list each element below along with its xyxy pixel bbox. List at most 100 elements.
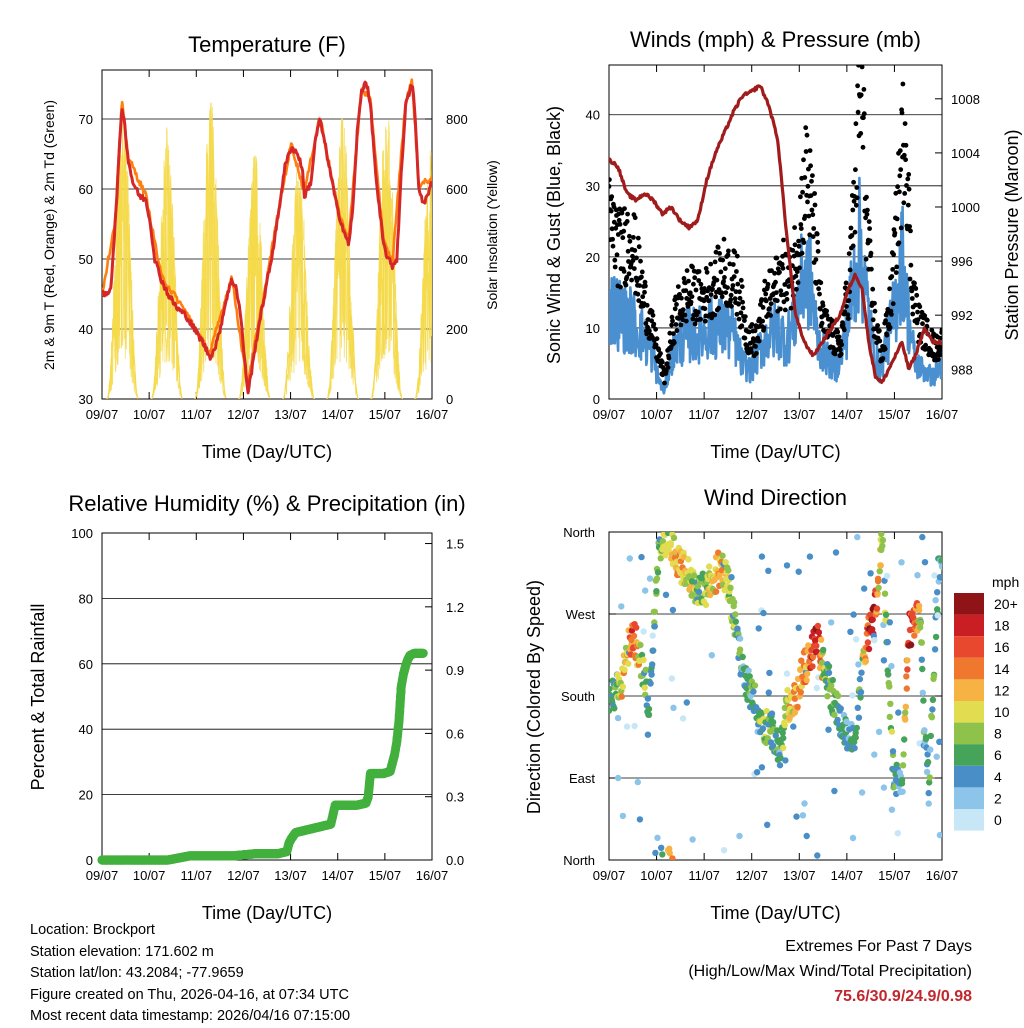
wind-direction-point [691,572,698,579]
wind-direction-point [919,533,926,541]
colorbar-swatch [954,744,984,766]
gust-point [721,236,727,242]
gust-point [905,176,911,182]
wind-direction-point [881,577,888,584]
gust-point [627,238,633,244]
wind-direction-point [904,666,911,673]
gust-point [796,243,802,249]
wind-direction-point [849,692,856,699]
wind-direction-point [880,657,888,664]
wind-direction-point [799,812,807,819]
gust-point [912,280,917,286]
gust-point [674,302,679,307]
gust-point [792,242,798,248]
y-tick-label: 60 [79,657,93,672]
wind-direction-point [919,689,926,696]
gust-point [647,328,652,334]
gust-point [774,255,780,261]
colorbar-swatch [954,787,984,809]
colorbar-swatch [954,657,984,680]
gust-point [621,269,627,274]
wind-direction-point [931,646,939,653]
gust-point [901,200,907,206]
wind-direction-point [903,673,910,680]
wind-direction-point [637,641,644,649]
gust-point [637,283,642,288]
gust-point [672,306,678,312]
gust-point [746,329,752,335]
gust-point [722,275,727,280]
wind-direction-point [907,641,915,649]
gust-point [675,284,681,289]
x-tick-label: 15/07 [369,868,402,883]
y2-tick-label: 1004 [951,146,980,161]
wind-direction-point [782,757,789,764]
x-tick-label: 11/07 [180,868,212,883]
gust-point [851,179,856,185]
gust-point [759,297,765,302]
wind-direction-point [895,709,902,716]
wind-direction-point [784,687,791,694]
gust-point [867,226,872,232]
y2-tick-label: 200 [446,322,468,337]
y2-tick-label: 600 [446,182,468,197]
wind-direction-point [759,725,767,732]
wind-direction-point [758,710,765,718]
gust-point [854,185,860,190]
gust-point [674,328,680,334]
wind-direction-point [642,587,649,594]
wind-direction-point [642,666,649,673]
wind-direction-point [858,669,865,676]
x-tick-label: 15/07 [878,868,911,883]
wind-direction-point [658,844,665,851]
gust-point [859,65,865,70]
y-tick-label: 0 [86,853,93,868]
gust-point [897,189,902,195]
gust-point [635,291,641,297]
gust-point [892,230,898,236]
wind-direction-point [885,671,892,678]
wind-direction-point [746,673,753,680]
gust-point [609,184,612,189]
gust-point [719,294,725,300]
gust-point [810,173,815,179]
gust-point [880,356,886,361]
wind-direction-point [820,646,827,654]
x-tick-label: 14/07 [321,868,354,883]
wind-direction-point [623,723,631,730]
gust-point [632,215,638,221]
gust-point [835,329,841,335]
gust-point [748,346,754,352]
wind-direction-point [888,728,896,735]
y-axis-label: Percent & Total Rainfall [28,604,48,791]
wind-direction-point [875,584,882,591]
gust-point [829,318,835,323]
y-tick-label: 20 [586,250,600,265]
gust-point [779,261,785,267]
extremes-block: Extremes For Past 7 Days (High/Low/Max W… [688,934,972,1009]
gust-point [908,228,913,234]
wind-direction-point [838,726,845,733]
x-tick-label: 10/07 [640,868,673,883]
wind-direction-point [609,685,613,693]
gust-point [706,298,712,304]
gust-point [898,225,904,231]
wind-direction-point [791,695,799,702]
gust-point [742,314,748,319]
wind-direction-point [666,849,673,857]
gust-point [778,306,783,312]
gust-point [895,184,900,190]
gust-point [817,306,823,312]
x-tick-label: 11/07 [180,407,212,422]
sonic-wind-line [609,176,942,395]
gust-point [737,295,743,301]
wind-direction-point [753,769,761,776]
y2-tick-label: 0.0 [446,853,464,868]
wind-direction-point [825,669,833,676]
wind-direction-point [774,727,781,734]
colorbar-swatch [954,679,984,701]
gust-point [839,342,845,348]
gust-point [717,251,722,256]
gust-point [774,298,780,304]
wind-direction-point [919,665,926,673]
